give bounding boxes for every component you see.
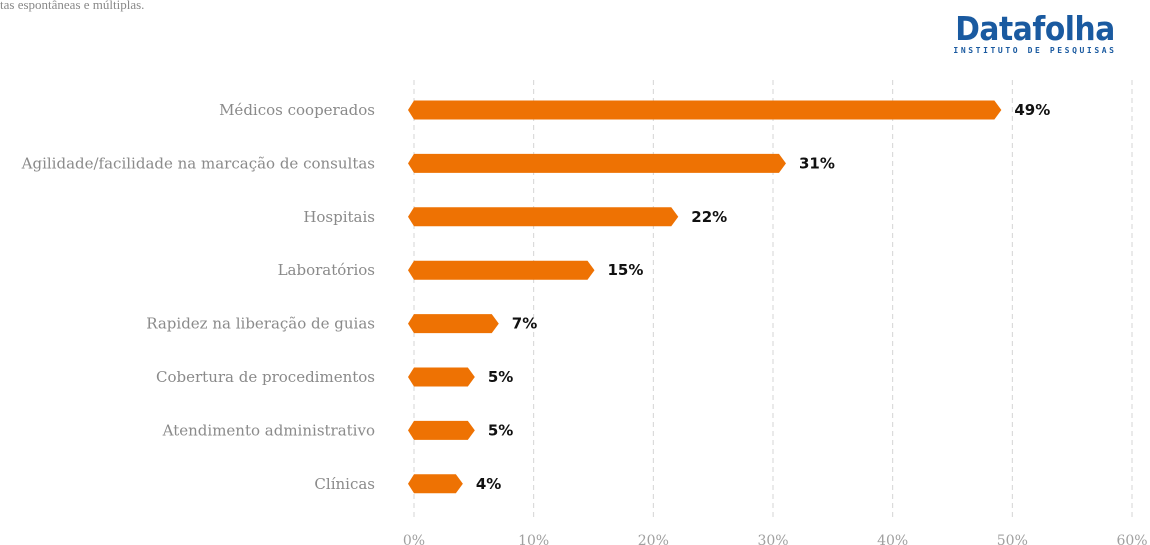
value-label: 5% [488, 368, 513, 386]
bar [408, 314, 499, 334]
bar [408, 207, 679, 227]
value-label: 49% [1014, 101, 1050, 119]
category-label: Hospitais [303, 208, 375, 226]
x-tick-label: 0% [403, 533, 425, 545]
value-label: 7% [512, 315, 537, 333]
value-label: 4% [476, 475, 501, 493]
value-label: 22% [691, 208, 727, 226]
category-label: Rapidez na liberação de guias [146, 315, 375, 333]
value-label: 5% [488, 421, 513, 439]
x-axis-ticks: 0% 10% 20% 30% 40% 50% 60% [403, 533, 1148, 545]
category-label: Agilidade/facilidade na marcação de cons… [21, 154, 375, 172]
value-label: 15% [608, 261, 644, 279]
x-tick-label: 40% [877, 533, 908, 545]
logo-wordmark: Datafolha [955, 9, 1115, 48]
bar [408, 420, 475, 440]
category-label: Clínicas [314, 475, 375, 493]
category-label: Laboratórios [278, 261, 375, 279]
bar [408, 260, 595, 280]
value-labels: 49% 31% 22% 15% 7% 5% 5% 4% [476, 101, 1050, 493]
x-tick-label: 30% [757, 533, 788, 545]
category-label: Cobertura de procedimentos [156, 368, 375, 386]
bars [408, 100, 1002, 494]
x-tick-label: 60% [1116, 533, 1147, 545]
bar [408, 153, 786, 173]
logo-subtitle: INSTITUTO DE PESQUISAS [953, 46, 1117, 55]
grid-lines [413, 80, 1133, 518]
value-label: 31% [799, 154, 835, 172]
x-tick-label: 10% [518, 533, 549, 545]
category-labels: Médicos cooperados Agilidade/facilidade n… [21, 101, 375, 493]
bar [408, 100, 1002, 120]
category-label: Atendimento administrativo [162, 421, 375, 439]
survey-note: tas espontâneas e múltiplas. [0, 0, 145, 12]
bar [408, 474, 463, 494]
x-tick-label: 20% [638, 533, 669, 545]
x-tick-label: 50% [997, 533, 1028, 545]
bar [408, 367, 475, 387]
category-label: Médicos cooperados [219, 101, 375, 119]
datafolha-logo: Datafolha INSTITUTO DE PESQUISAS [944, 12, 1126, 62]
